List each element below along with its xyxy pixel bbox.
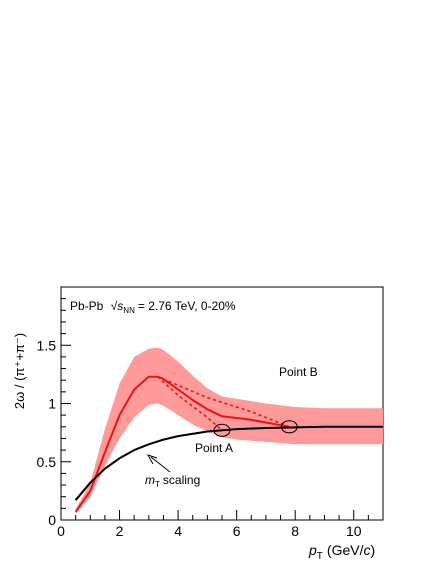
y-tick-label: 1.5 xyxy=(37,337,57,353)
system-annotation: Pb-Pb √sNN = 2.76 TeV, 0-20% xyxy=(70,299,236,315)
x-tick-label: 8 xyxy=(291,523,299,539)
point-b-dotted-line xyxy=(157,375,290,428)
series-layer xyxy=(74,375,383,513)
point-a-marker xyxy=(213,423,231,437)
mt-scaling-curve xyxy=(74,425,383,501)
y-tick-label: 0.5 xyxy=(37,454,57,470)
point-b-marker xyxy=(280,420,298,434)
x-tick-label: 6 xyxy=(233,523,241,539)
point-marker-layer xyxy=(213,420,298,437)
scaling-label: mT scaling xyxy=(145,473,200,489)
scaling-arrow-line xyxy=(150,456,171,473)
x-tick-label: 2 xyxy=(116,523,124,539)
x-tick-label: 0 xyxy=(57,523,65,539)
x-tick-label: 4 xyxy=(174,523,182,539)
tick-label-layer: 0 2 4 6 8 10 0 0.5 1 1.5 xyxy=(37,337,362,539)
y-axis-title: 2ω / (π⁺+π⁻) xyxy=(12,333,27,409)
central-value-line xyxy=(74,375,290,513)
y-tick-label: 0 xyxy=(48,512,56,528)
uncertainty-band-layer xyxy=(75,347,383,515)
point-a-dotted-line xyxy=(157,376,223,431)
point-a-label: Point A xyxy=(195,441,233,455)
scaling-arrow-head xyxy=(146,454,158,465)
x-tick-label: 10 xyxy=(346,523,362,539)
y-tick-label: 1 xyxy=(48,396,56,412)
point-b-label: Point B xyxy=(279,365,318,379)
x-axis-title: pT (GeV/c) xyxy=(308,542,375,562)
tick-layer xyxy=(60,298,384,521)
uncertainty-band xyxy=(75,347,383,515)
